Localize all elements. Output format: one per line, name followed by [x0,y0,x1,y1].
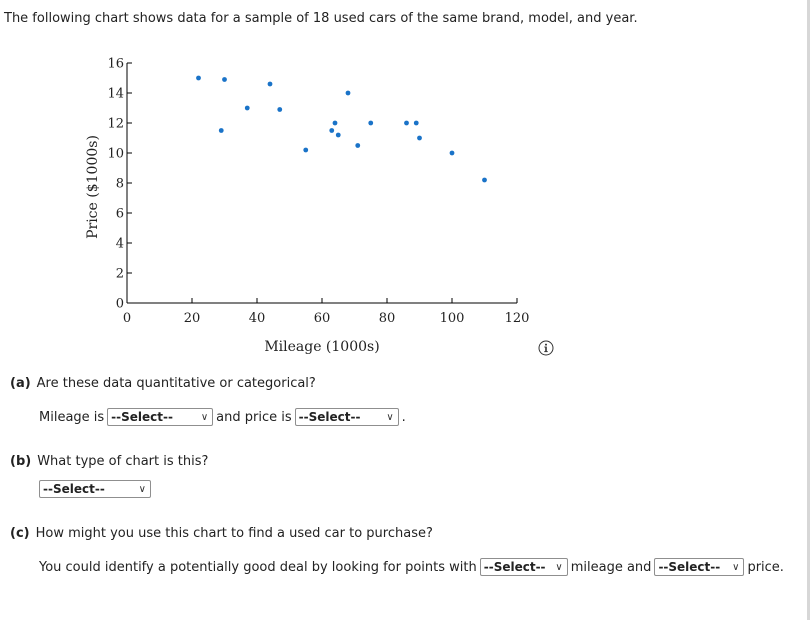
scatter-chart: 0 2 4 6 8 10 12 14 16 0 20 40 60 80 100 120 Mileage (100… [85,57,530,356]
x-tick-label: 20 [184,311,201,326]
price-prefix: and price is [216,409,292,425]
data-point [244,105,250,111]
part-a-question: (a) Are these data quantitative or catego… [10,376,316,391]
part-c-question-text: How might you use this chart to find a u… [35,526,433,541]
data-point [345,90,351,96]
y-tick-label: 10 [107,147,124,162]
chevron-down-icon: ∨ [200,411,209,423]
chevron-down-icon: ∨ [386,411,394,423]
x-tick-label: 0 [123,311,131,326]
chart-type-select-value: --Select-- [43,482,105,496]
data-point [482,177,487,183]
part-c-sentence-start: You could identify a potentially good de… [39,559,477,575]
price-type-select[interactable]: --Select-- ∨ [294,408,399,426]
part-b-letter: (b) [10,454,32,469]
y-tick-label: 8 [116,177,124,192]
data-point [417,135,422,141]
y-tick-label: 16 [107,57,124,72]
part-c-letter: (c) [10,526,30,541]
mileage-prefix: Mileage is [39,409,105,425]
data-point [267,81,273,87]
data-point [218,128,224,133]
intro-text: The following chart shows data for a sam… [4,11,638,26]
part-a-question-text: Are these data quantitative or categoric… [36,376,316,391]
price-level-select[interactable]: --Select-- ∨ [654,558,745,576]
page-right-border [807,0,810,620]
data-point [355,143,361,148]
price-type-select-value: --Select-- [298,410,361,424]
price-level-select-value: --Select-- [658,560,721,574]
info-circle-icon[interactable] [538,340,554,356]
data-point [277,107,283,112]
data-point [368,120,374,126]
chevron-down-icon: ∨ [555,561,563,573]
y-tick-label: 12 [107,117,124,132]
mileage-type-select-value: --Select-- [111,410,173,424]
chart-type-select[interactable]: --Select-- ∨ [39,480,151,498]
part-b-question: (b) What type of chart is this? [10,454,208,469]
mileage-level-select-value: --Select-- [483,560,546,574]
y-tick-label: 4 [116,237,124,252]
data-point [404,120,409,126]
x-tick-label: 80 [379,311,396,326]
part-a-period: . [401,409,406,425]
chevron-down-icon: ∨ [138,483,146,495]
data-point [449,150,455,156]
y-tick-label: 14 [107,87,124,102]
data-point [222,77,227,82]
mileage-type-select[interactable]: --Select-- ∨ [107,408,214,426]
x-axis-title: Mileage (1000s) [264,339,379,355]
data-point [196,75,201,81]
y-tick-label: 0 [116,297,124,312]
x-tick-label: 40 [249,311,266,326]
x-tick-label: 60 [314,311,331,326]
mileage-level-select[interactable]: --Select-- ∨ [479,558,568,576]
part-c-answer-line: You could identify a potentially good de… [39,558,784,576]
x-tick-label: 120 [505,311,530,326]
data-point [303,147,309,153]
part-c-question: (c) How might you use this chart to find … [10,526,433,541]
part-c-end: price. [747,559,784,575]
part-b-answer-line: --Select-- ∨ [36,480,154,498]
part-a-answer-line: Mileage is --Select-- ∨ and price is --S… [39,408,406,426]
chevron-down-icon: ∨ [732,561,740,573]
data-point [335,132,341,138]
data-point [413,120,419,126]
part-c-middle: mileage and [570,559,652,575]
y-tick-label: 2 [116,267,124,282]
data-point [332,120,338,126]
y-tick-label: 6 [116,207,124,222]
part-b-question-text: What type of chart is this? [37,454,209,469]
part-a-letter: (a) [10,376,31,391]
y-axis-title: Price ($1000s) [85,135,101,239]
data-point [329,128,335,133]
x-tick-label: 100 [440,311,465,326]
